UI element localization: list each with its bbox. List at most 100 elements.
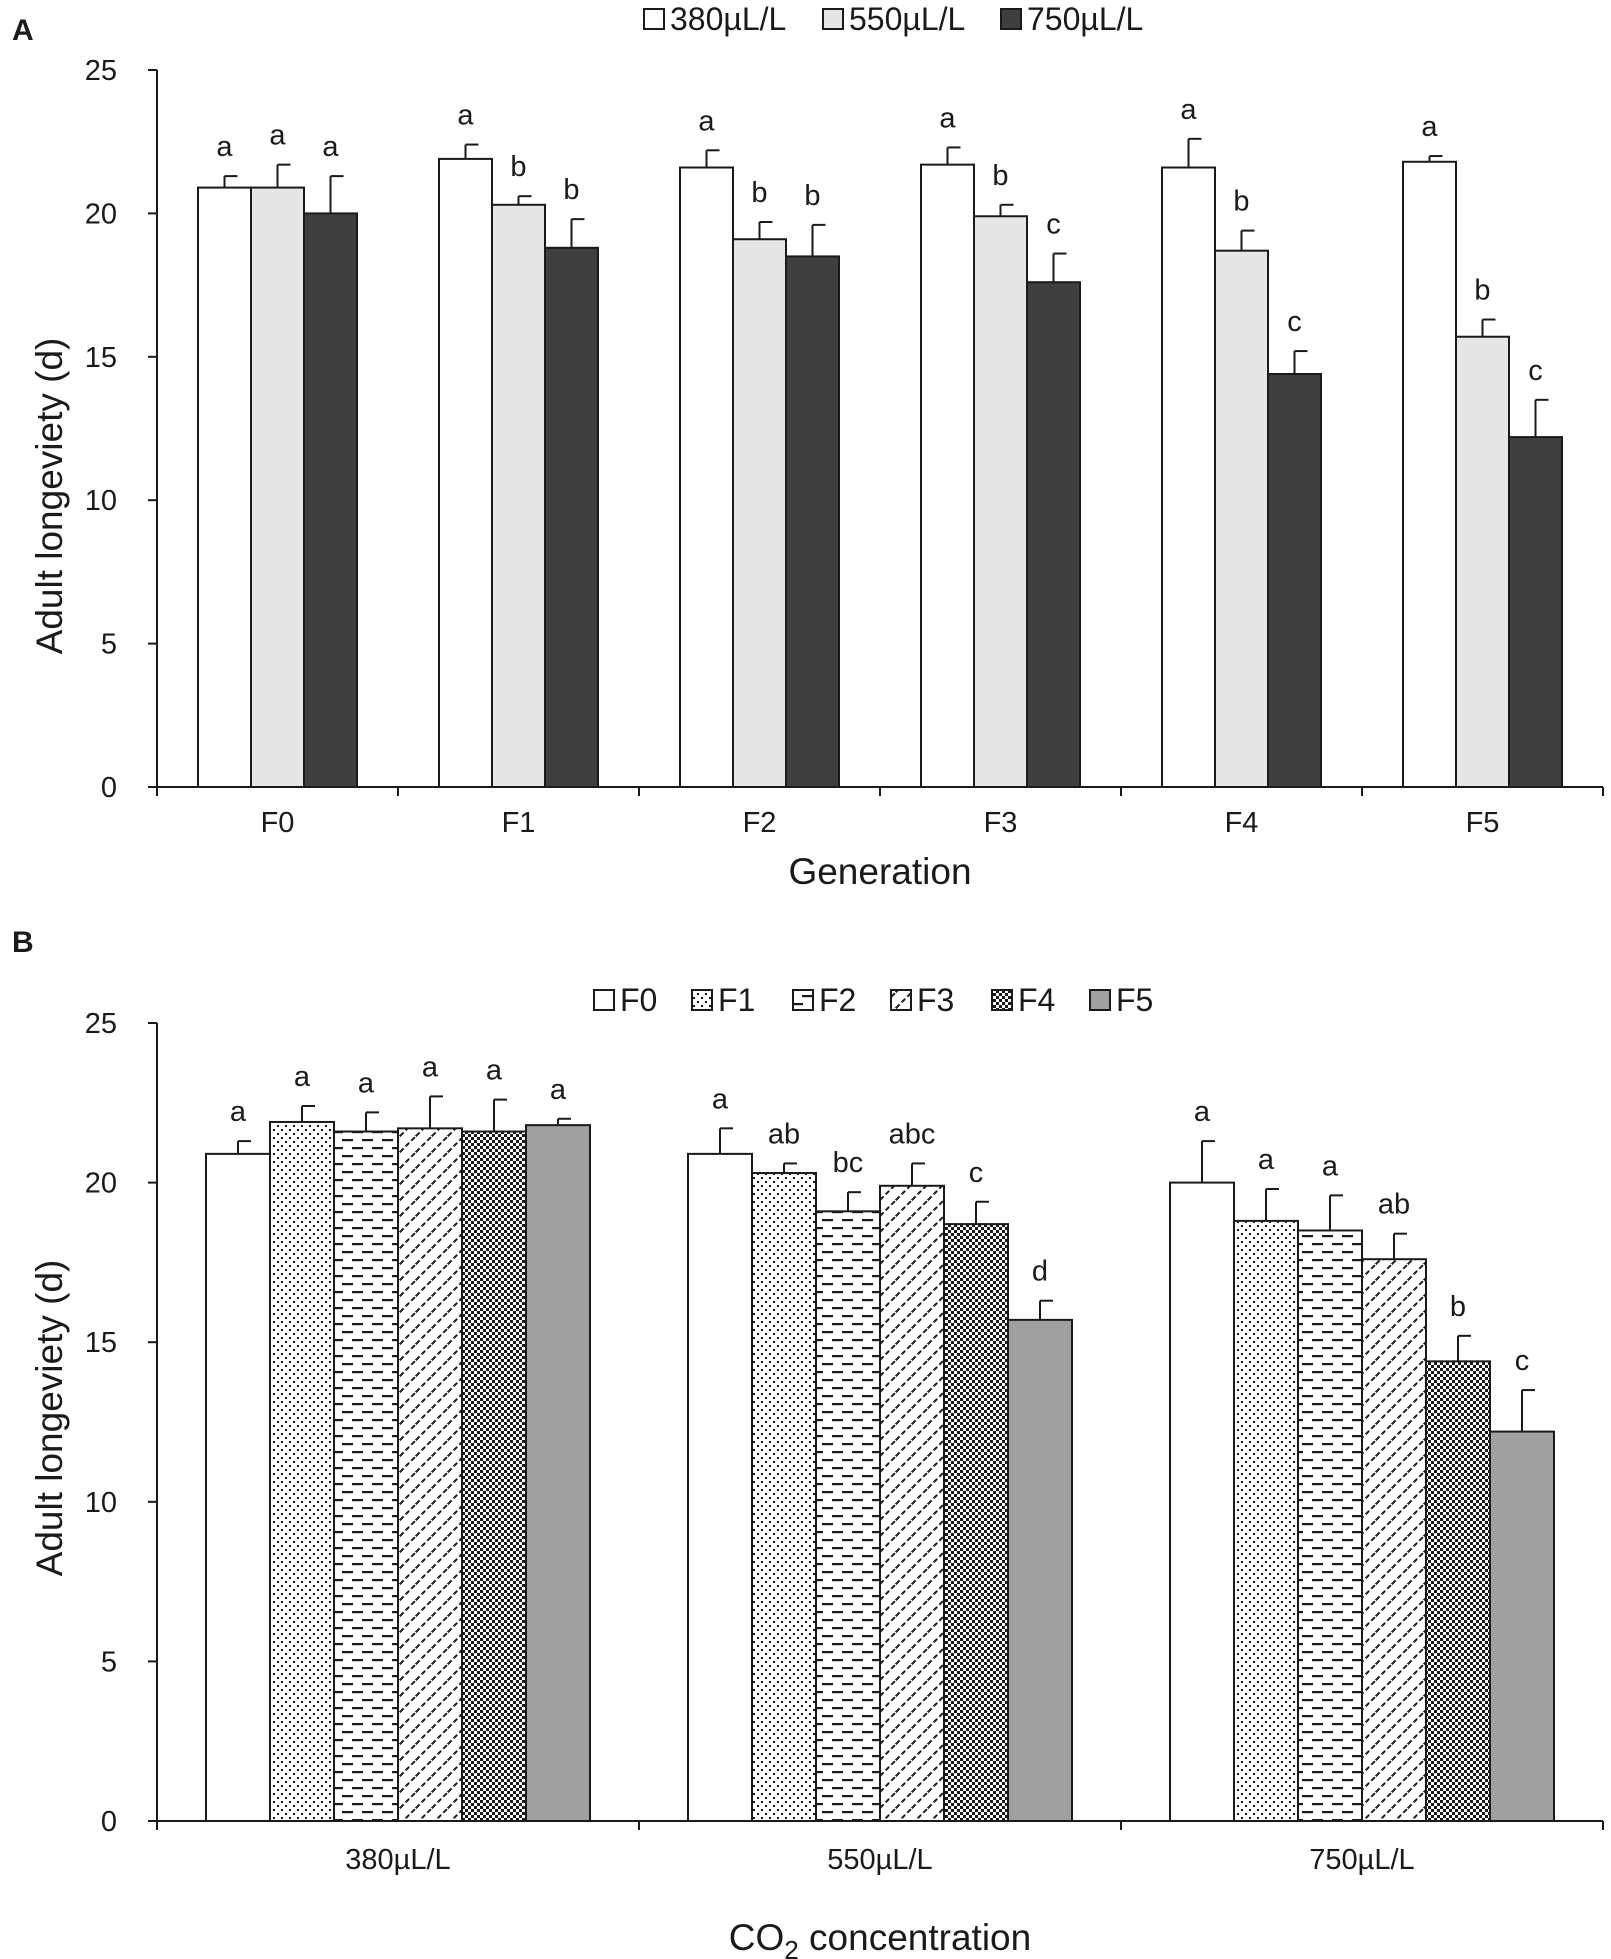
significance-letter: b bbox=[751, 177, 767, 209]
y-tick-label: 5 bbox=[101, 629, 117, 661]
significance-letter: a bbox=[712, 1083, 729, 1115]
bar bbox=[1161, 166, 1216, 788]
x-tick-label: F0 bbox=[261, 807, 295, 839]
panel-a-label: A bbox=[12, 14, 34, 47]
legend-label: F1 bbox=[718, 982, 755, 1018]
panel-a-y-axis-title: Adult longeviety (d) bbox=[29, 338, 70, 655]
bar bbox=[751, 1172, 817, 1823]
significance-letter: c bbox=[1046, 209, 1061, 241]
panel-b-axes: 0 5 10 15 20 25 380µL/L 550µL/L 750µL/L bbox=[85, 1008, 1604, 1876]
significance-letter: c bbox=[1515, 1345, 1530, 1377]
x-tick-label: F4 bbox=[1225, 807, 1259, 839]
significance-letter: b bbox=[510, 151, 526, 183]
x-tick-label: F2 bbox=[743, 807, 777, 839]
significance-letter: a bbox=[230, 1096, 247, 1128]
significance-letter: a bbox=[1180, 94, 1197, 126]
bar bbox=[491, 203, 546, 788]
significance-letter: a bbox=[322, 131, 339, 163]
bar bbox=[250, 186, 305, 788]
significance-letter: a bbox=[1322, 1150, 1339, 1182]
legend-swatch bbox=[991, 989, 1013, 1011]
significance-letter: b bbox=[992, 160, 1008, 192]
legend-swatch bbox=[1000, 8, 1022, 30]
bar bbox=[1267, 373, 1322, 788]
significance-letter: bc bbox=[833, 1147, 864, 1179]
y-tick-label: 20 bbox=[85, 198, 117, 230]
significance-letter: a bbox=[358, 1067, 375, 1099]
panel-b-label: B bbox=[12, 926, 34, 959]
x-tick-label: F5 bbox=[1466, 807, 1500, 839]
y-tick-label: 5 bbox=[101, 1646, 117, 1678]
bar bbox=[679, 166, 734, 788]
bar bbox=[815, 1210, 881, 1822]
panel-a-bars: a a a a a a a b b b b b a b b c c c bbox=[197, 94, 1563, 789]
y-tick-label: 10 bbox=[85, 1487, 117, 1519]
legend-label: F5 bbox=[1116, 982, 1153, 1018]
legend-label: F3 bbox=[917, 982, 954, 1018]
y-tick-label: 0 bbox=[101, 1806, 117, 1838]
bar bbox=[1489, 1430, 1555, 1823]
bar bbox=[1455, 335, 1510, 788]
significance-letter: a bbox=[1421, 111, 1438, 143]
significance-letter: a bbox=[486, 1055, 503, 1087]
legend-swatch bbox=[890, 989, 912, 1011]
significance-letter: a bbox=[550, 1074, 567, 1106]
bar bbox=[943, 1223, 1009, 1822]
legend-swatch bbox=[643, 8, 665, 30]
x-tick-label: 550µL/L bbox=[827, 1844, 932, 1876]
legend-swatch bbox=[822, 8, 844, 30]
significance-letter: a bbox=[1194, 1096, 1211, 1128]
significance-letter: a bbox=[216, 131, 233, 163]
bar bbox=[785, 255, 840, 789]
bar bbox=[1425, 1360, 1491, 1823]
significance-letter: a bbox=[1258, 1144, 1275, 1176]
bar bbox=[1508, 436, 1563, 788]
significance-letter: c bbox=[969, 1157, 984, 1189]
y-tick-label: 10 bbox=[85, 485, 117, 517]
x-tick-label: 380µL/L bbox=[345, 1844, 450, 1876]
bar bbox=[1214, 249, 1269, 788]
panel-a-x-axis-title: Generation bbox=[788, 851, 971, 892]
significance-letter: a bbox=[422, 1051, 439, 1083]
bar bbox=[397, 1127, 463, 1823]
legend-label: F0 bbox=[620, 982, 657, 1018]
y-tick-label: 15 bbox=[85, 342, 117, 374]
significance-letter: b bbox=[804, 180, 820, 212]
bar bbox=[544, 246, 599, 789]
legend-swatch bbox=[593, 989, 615, 1011]
bar bbox=[973, 215, 1028, 788]
legend-label: F2 bbox=[819, 982, 856, 1018]
significance-letter: a bbox=[939, 102, 956, 134]
y-tick-label: 25 bbox=[85, 1008, 117, 1040]
x-tick-label: F1 bbox=[502, 807, 536, 839]
significance-letter: c bbox=[1287, 306, 1302, 338]
bar bbox=[879, 1184, 945, 1822]
significance-letter: a bbox=[457, 100, 474, 132]
x-axis-title-rest: concentration bbox=[799, 1917, 1031, 1958]
legend-swatch bbox=[1089, 989, 1111, 1011]
significance-letter: abc bbox=[889, 1118, 936, 1150]
bar bbox=[1169, 1181, 1235, 1822]
panel-b-chart: F0 F1 F2 F3 F4 F5 0 5 10 15 20 25 380µL/L 550µL/L 750… bbox=[29, 982, 1604, 1959]
bar bbox=[438, 157, 493, 788]
x-tick-label: 750µL/L bbox=[1309, 1844, 1414, 1876]
bar bbox=[303, 212, 358, 788]
bar bbox=[1026, 281, 1081, 788]
legend-label: 550µL/L bbox=[849, 1, 965, 37]
bar bbox=[1402, 160, 1457, 788]
significance-letter: ab bbox=[1378, 1189, 1410, 1221]
bar bbox=[197, 186, 252, 788]
bar bbox=[687, 1152, 753, 1822]
significance-letter: d bbox=[1032, 1256, 1048, 1288]
panel-a-chart: 380µL/L 550µL/L 750µL/L 0 5 10 15 20 25 F0 F1 F2 F3… bbox=[29, 1, 1604, 892]
y-tick-label: 0 bbox=[101, 772, 117, 804]
x-tick-label: F3 bbox=[984, 807, 1018, 839]
x-axis-title-main: CO bbox=[729, 1917, 785, 1958]
bar bbox=[205, 1152, 271, 1822]
legend-label: 750µL/L bbox=[1027, 1, 1143, 37]
significance-letter: b bbox=[563, 174, 579, 206]
legend-label: F4 bbox=[1018, 982, 1055, 1018]
legend-label: 380µL/L bbox=[670, 1, 786, 37]
significance-letter: b bbox=[1474, 275, 1490, 307]
